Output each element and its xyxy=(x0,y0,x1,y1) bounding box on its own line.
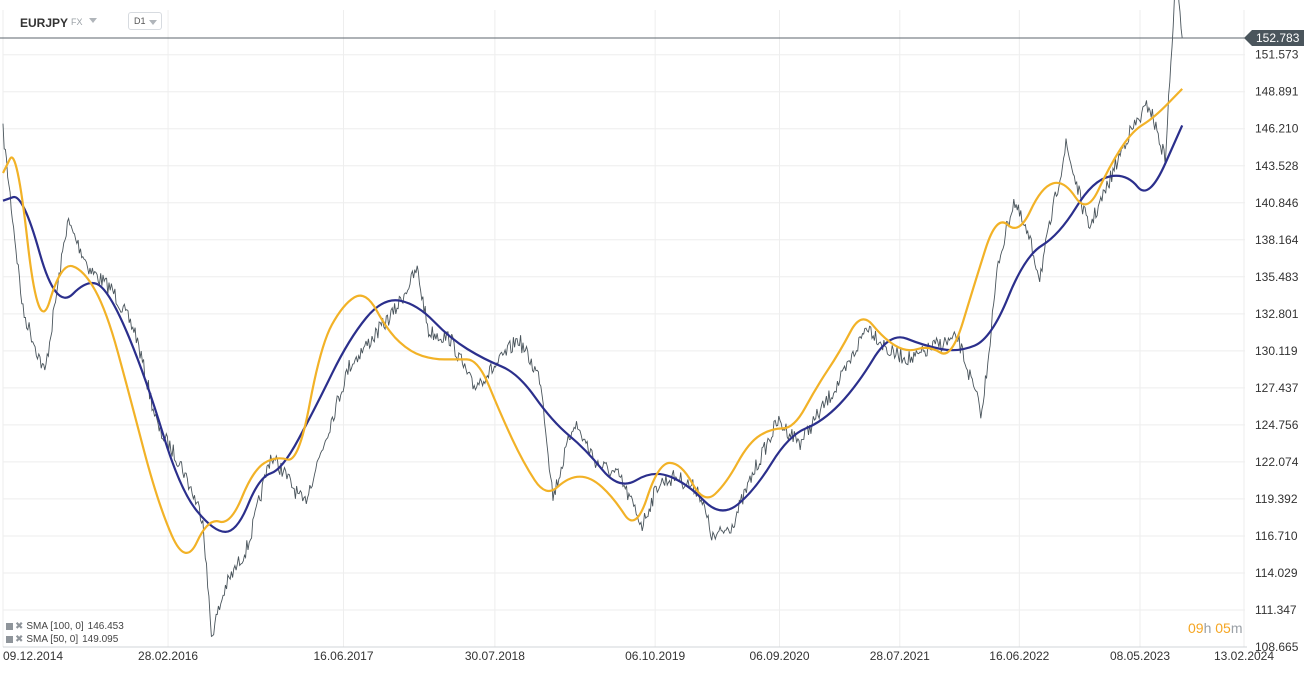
legend-sma50[interactable]: ✖ SMA [50, 0] 149.095 xyxy=(6,634,118,645)
y-tick-label: 135.483 xyxy=(1255,270,1299,284)
legend-sma100[interactable]: ✖ SMA [100, 0] 146.453 xyxy=(6,621,124,632)
market-label[interactable]: FX xyxy=(71,17,83,27)
close-icon[interactable]: ✖ xyxy=(15,634,24,645)
current-price-tag xyxy=(1244,30,1304,46)
close-icon[interactable]: ✖ xyxy=(15,621,24,632)
y-tick-label: 151.573 xyxy=(1255,48,1299,62)
y-tick-label: 140.846 xyxy=(1255,196,1299,210)
price-series-line xyxy=(2,0,1183,638)
y-tick-label: 148.891 xyxy=(1255,85,1299,99)
x-tick-label: 30.07.2018 xyxy=(465,649,525,663)
chevron-down-icon xyxy=(149,20,157,25)
legend-params: [50, 0] xyxy=(50,634,79,646)
sma50-series-line xyxy=(2,88,1183,554)
x-tick-label: 16.06.2022 xyxy=(989,649,1049,663)
x-tick-label: 13.02.2024 xyxy=(1214,649,1274,663)
x-tick-label: 08.05.2023 xyxy=(1110,649,1170,663)
legend-params: [100, 0] xyxy=(50,621,84,633)
sma100-series-line xyxy=(2,124,1184,533)
current-price-label: 152.783 xyxy=(1256,31,1300,45)
legend-label: SMA xyxy=(26,621,48,633)
legend-value: 149.095 xyxy=(82,634,119,646)
x-tick-label: 16.06.2017 xyxy=(313,649,373,663)
timeframe-label: D1 xyxy=(134,16,146,26)
y-tick-label: 119.392 xyxy=(1255,492,1298,506)
indicator-settings-icon[interactable] xyxy=(6,636,13,643)
y-tick-label: 143.528 xyxy=(1255,159,1299,173)
timeframe-select[interactable]: D1 xyxy=(128,12,162,30)
x-tick-label: 28.02.2016 xyxy=(138,649,198,663)
y-tick-label: 124.756 xyxy=(1255,418,1299,432)
countdown-minutes-unit: m xyxy=(1230,620,1243,636)
chevron-down-icon[interactable] xyxy=(89,18,97,23)
x-tick-label: 06.10.2019 xyxy=(625,649,685,663)
indicator-settings-icon[interactable] xyxy=(6,623,13,630)
y-tick-label: 132.801 xyxy=(1255,307,1299,321)
y-tick-label: 146.210 xyxy=(1255,122,1299,136)
y-tick-label: 108.665 xyxy=(1255,640,1299,654)
y-tick-label: 138.164 xyxy=(1255,233,1299,247)
x-tick-label: 28.07.2021 xyxy=(870,649,930,663)
y-tick-label: 116.710 xyxy=(1255,529,1298,543)
y-tick-label: 114.029 xyxy=(1255,566,1298,580)
x-tick-label: 09.12.2014 xyxy=(3,649,63,663)
y-tick-label: 111.347 xyxy=(1255,603,1297,617)
y-tick-label: 127.437 xyxy=(1255,381,1299,395)
y-tick-label: 122.074 xyxy=(1255,455,1299,469)
x-tick-label: 06.09.2020 xyxy=(749,649,809,663)
symbol-label[interactable]: EURJPY xyxy=(20,16,69,30)
legend-value: 146.453 xyxy=(87,621,124,633)
candle-countdown: 09h 05m xyxy=(1188,620,1243,636)
legend-label: SMA xyxy=(26,634,48,646)
countdown-hours-unit: h xyxy=(1203,620,1212,636)
chart-toolbar: EURJPY FX D1 xyxy=(0,8,300,34)
countdown-hours: 09 xyxy=(1188,620,1204,636)
y-tick-label: 130.119 xyxy=(1255,344,1298,358)
countdown-minutes: 05 xyxy=(1215,620,1231,636)
